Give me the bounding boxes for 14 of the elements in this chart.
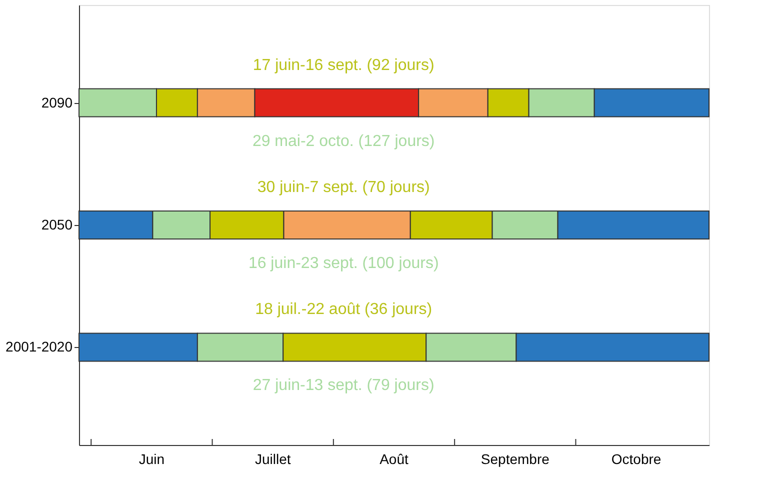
annotation: 29 mai-2 octo. (127 jours) (252, 132, 435, 150)
text: Juin (138, 451, 165, 467)
text: Juillet (254, 451, 291, 467)
annotation: 17 juin-16 sept. (92 jours) (252, 56, 434, 74)
annotation: 27 juin-13 sept. (79 jours) (252, 377, 434, 394)
annotation: 16 juin-23 sept. (100 jours) (248, 255, 439, 272)
text: Octobre (611, 451, 662, 467)
text: Août (380, 451, 409, 467)
y-tick-label: 2001-2020 (6, 338, 73, 355)
text: Septembre (480, 451, 550, 467)
annotation: 18 juil.-22 août (36 jours) (255, 301, 432, 318)
y-tick-label: 2050 (41, 216, 73, 232)
y-tick-label: 2090 (41, 94, 73, 110)
annotation: 30 juin-7 sept. (70 jours) (257, 179, 430, 196)
